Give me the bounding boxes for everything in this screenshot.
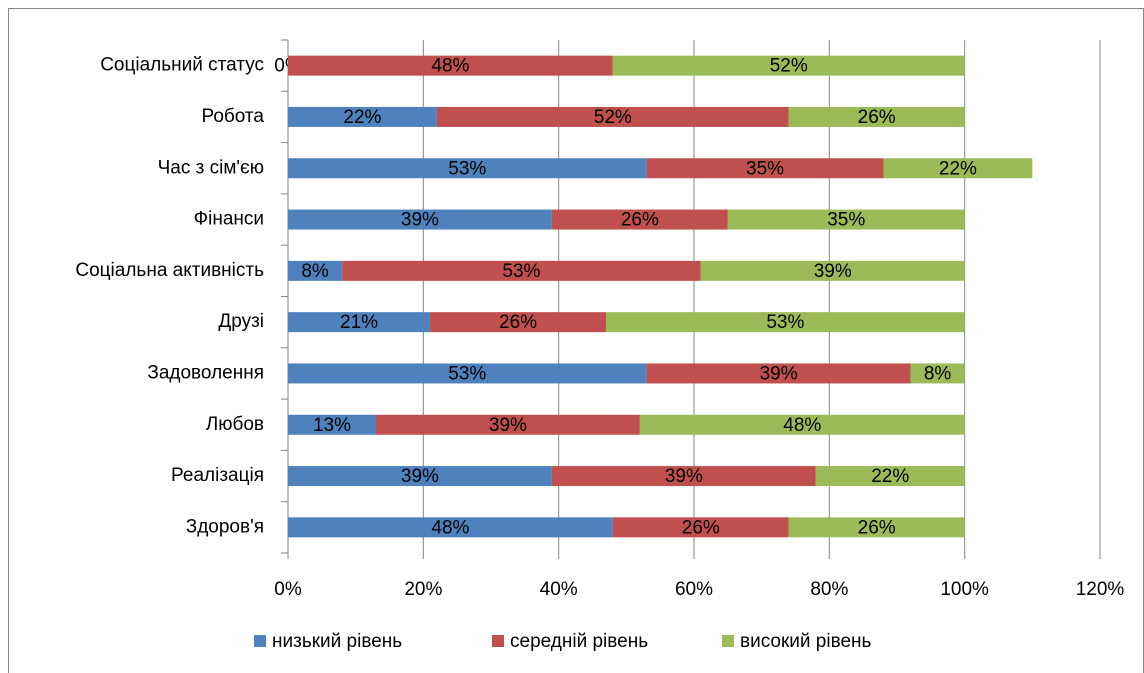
- data-label: 13%: [313, 415, 351, 436]
- data-label: 8%: [924, 363, 952, 384]
- data-label: 26%: [682, 517, 720, 538]
- data-label: 53%: [766, 312, 804, 333]
- x-tick-label: 80%: [810, 579, 848, 600]
- x-tick-label: 0%: [274, 579, 302, 600]
- y-tick-label: Соціальна активність: [75, 260, 264, 281]
- bar-segment: [551, 209, 728, 230]
- legend-label: високий рівень: [740, 631, 872, 652]
- x-tick-label: 20%: [404, 579, 442, 600]
- bar-segment: [436, 106, 789, 127]
- data-label: 53%: [448, 158, 486, 179]
- data-label: 26%: [858, 107, 896, 128]
- bar-segment: [288, 517, 613, 538]
- data-label: 48%: [431, 517, 469, 538]
- data-label: 53%: [448, 363, 486, 384]
- bar-segment: [288, 209, 552, 230]
- y-tick-label: Фінанси: [194, 209, 264, 230]
- bar-segment: [288, 363, 647, 384]
- data-label: 48%: [431, 56, 469, 77]
- bar-segment: [815, 466, 965, 487]
- data-label: 52%: [594, 107, 632, 128]
- data-label: 35%: [746, 158, 784, 179]
- bar-segment: [288, 312, 431, 333]
- x-tick-label: 60%: [675, 579, 713, 600]
- bar-segment: [288, 260, 343, 281]
- legend-label: середній рівень: [510, 631, 648, 652]
- data-label: 39%: [401, 466, 439, 487]
- bar-segment: [606, 312, 965, 333]
- data-label: 8%: [301, 261, 329, 282]
- y-tick-label: Реалізація: [171, 465, 264, 486]
- y-tick-label: Час з сім'єю: [158, 157, 264, 178]
- bar-segment: [288, 106, 437, 127]
- legend-swatch: [722, 635, 734, 647]
- data-label: 22%: [939, 158, 977, 179]
- bar-segment: [727, 209, 965, 230]
- bar-segment: [612, 517, 789, 538]
- data-label: 39%: [489, 415, 527, 436]
- data-label: 48%: [783, 415, 821, 436]
- data-label: 39%: [401, 210, 439, 231]
- data-label: 39%: [814, 261, 852, 282]
- bar-segment: [288, 414, 376, 435]
- data-label: 21%: [340, 312, 378, 333]
- x-tick-label: 100%: [940, 579, 989, 600]
- data-label: 35%: [827, 210, 865, 231]
- y-tick-label: Соціальний статус: [100, 55, 264, 76]
- bar-segment: [551, 466, 816, 487]
- bar-segment: [788, 106, 965, 127]
- bar-segment: [342, 260, 701, 281]
- data-label: 22%: [871, 466, 909, 487]
- y-tick-label: Друзі: [218, 311, 264, 332]
- bar-segment: [788, 517, 965, 538]
- data-label: 39%: [760, 363, 798, 384]
- bar-segment: [646, 158, 884, 179]
- bar-segment: [612, 55, 965, 76]
- bar-segment: [883, 158, 1033, 179]
- bar-segment: [646, 363, 911, 384]
- x-tick-label: 40%: [540, 579, 578, 600]
- legend-swatch: [492, 635, 504, 647]
- bar-segment: [910, 363, 965, 384]
- y-tick-label: Задоволення: [147, 362, 264, 383]
- data-label: 22%: [343, 107, 381, 128]
- data-label: 53%: [502, 261, 540, 282]
- y-tick-label: Любов: [206, 414, 264, 435]
- bar-segment: [700, 260, 965, 281]
- data-label: 26%: [621, 210, 659, 231]
- bar-segment: [288, 158, 647, 179]
- data-label: 52%: [770, 56, 808, 77]
- x-tick-label: 120%: [1076, 579, 1125, 600]
- legend-swatch: [254, 635, 266, 647]
- bar-segment: [288, 466, 552, 487]
- legend-label: низький рівень: [272, 631, 402, 652]
- data-label: 26%: [858, 517, 896, 538]
- y-tick-label: Робота: [202, 106, 265, 127]
- data-label: 26%: [499, 312, 537, 333]
- bar-segment: [430, 312, 607, 333]
- bar-segment: [288, 55, 613, 76]
- bar-segment: [375, 414, 640, 435]
- y-tick-label: Здоров'я: [186, 516, 264, 537]
- data-label: 39%: [665, 466, 703, 487]
- bar-segment: [639, 414, 965, 435]
